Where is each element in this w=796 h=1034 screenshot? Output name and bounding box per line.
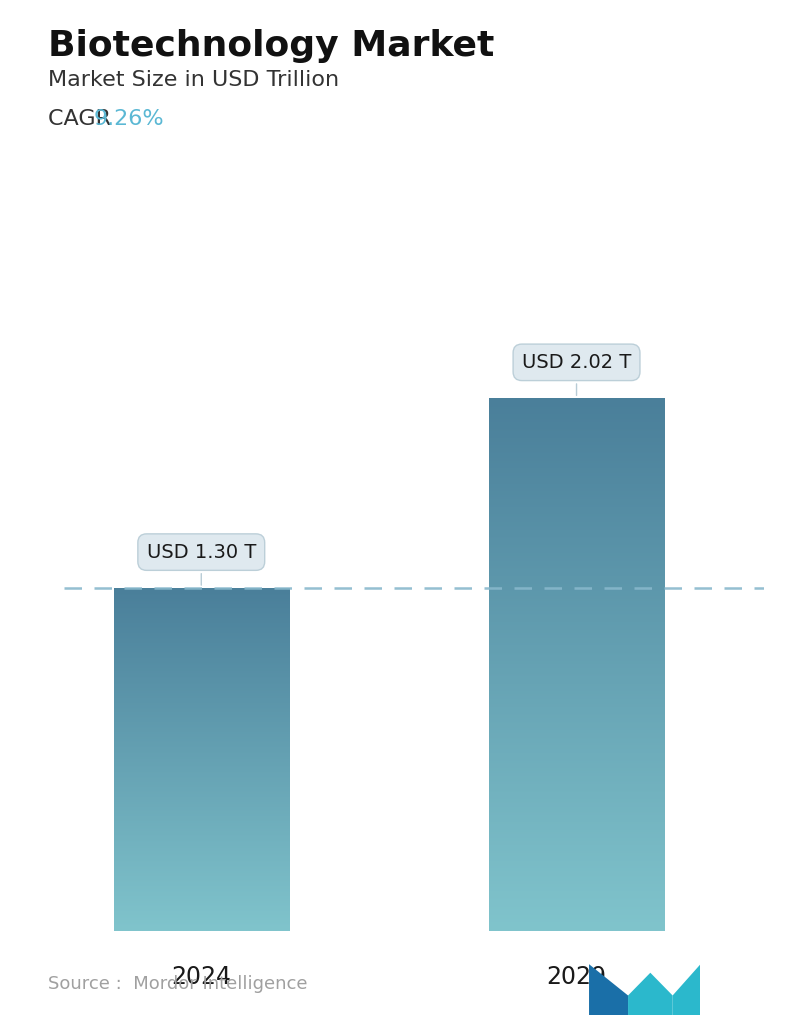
Text: 2029: 2029 [547,965,607,989]
Text: USD 1.30 T: USD 1.30 T [146,543,256,585]
Text: Source :  Mordor Intelligence: Source : Mordor Intelligence [48,975,307,994]
Text: 2024: 2024 [171,965,232,989]
Polygon shape [628,973,673,1015]
Text: 9.26%: 9.26% [94,109,164,128]
Text: CAGR: CAGR [48,109,118,128]
Polygon shape [589,964,628,1015]
Polygon shape [673,964,700,1015]
Text: Biotechnology Market: Biotechnology Market [48,29,494,63]
Text: USD 2.02 T: USD 2.02 T [522,353,631,395]
Text: Market Size in USD Trillion: Market Size in USD Trillion [48,70,339,90]
